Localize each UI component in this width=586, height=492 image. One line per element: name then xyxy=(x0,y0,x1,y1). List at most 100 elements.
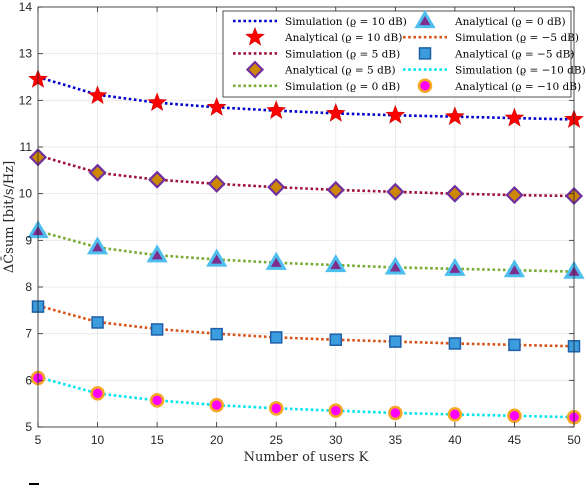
data-point xyxy=(326,180,345,199)
legend-item: Analytical (ϱ = −5 dB) xyxy=(418,47,574,60)
y-tick-label: 14 xyxy=(19,0,33,14)
legend-item: Simulation (ϱ = −10 dB) xyxy=(403,65,586,77)
series-4 xyxy=(37,229,575,273)
series-line xyxy=(37,375,575,419)
series-2 xyxy=(37,154,575,198)
legend-swatch xyxy=(418,47,432,60)
legend-label: Analytical (ϱ = 10 dB) xyxy=(284,32,402,44)
x-tick-label: 45 xyxy=(508,433,522,447)
data-point xyxy=(448,337,462,350)
legend-label: Simulation (ϱ = 0 dB) xyxy=(285,81,400,93)
x-tick-label: 30 xyxy=(329,433,343,447)
data-point xyxy=(87,85,108,105)
legend-label: Simulation (ϱ = 5 dB) xyxy=(285,48,400,60)
legend-label: Analytical (ϱ = 5 dB) xyxy=(284,65,396,77)
data-point xyxy=(503,259,526,278)
series-line xyxy=(37,304,575,348)
legend-label: Analytical (ϱ = −5 dB) xyxy=(454,48,574,60)
data-point xyxy=(209,397,224,413)
data-point xyxy=(385,104,406,124)
legend-item: Analytical (ϱ = 5 dB) xyxy=(245,60,396,79)
legend-item: Simulation (ϱ = 0 dB) xyxy=(233,81,400,93)
series-layer xyxy=(27,68,585,425)
data-point xyxy=(445,106,465,126)
legend: Simulation (ϱ = 10 dB) Analytical (ϱ = 10… xyxy=(222,10,586,98)
legend-label: Analytical (ϱ = 0 dB) xyxy=(454,16,566,28)
data-point xyxy=(269,331,283,344)
data-point xyxy=(90,386,105,401)
data-point xyxy=(267,178,286,197)
data-point xyxy=(86,236,109,255)
series-0 xyxy=(37,75,575,121)
data-point xyxy=(148,170,167,189)
data-point xyxy=(207,174,226,193)
data-point xyxy=(447,407,463,422)
data-point xyxy=(329,333,343,346)
data-point xyxy=(150,323,164,336)
series-line xyxy=(37,75,575,121)
legend-label: Analytical (ϱ = −10 dB) xyxy=(454,81,581,93)
data-point xyxy=(505,186,524,205)
x-axis-label: Number of users K xyxy=(244,450,369,465)
data-point xyxy=(444,257,466,276)
data-point xyxy=(386,182,405,201)
y-axis-label: ΔC̄sum [bit/s/Hz] xyxy=(1,161,17,273)
x-axis-ticks: 5 10 15 20 25 30 35 40 45 50 xyxy=(35,7,581,447)
x-tick-label: 20 xyxy=(210,433,224,447)
data-point xyxy=(508,338,521,352)
y-axis-ticks: 5 6 7 8 9 10 11 12 13 14 xyxy=(19,0,574,434)
data-point xyxy=(268,401,284,416)
y-tick-label: 12 xyxy=(19,93,33,107)
data-point xyxy=(210,327,223,341)
x-tick-label: 10 xyxy=(91,433,105,447)
legend-item: Simulation (ϱ = 10 dB) xyxy=(233,16,407,28)
series-line xyxy=(37,154,575,198)
legend-label: Simulation (ϱ = −10 dB) xyxy=(455,65,586,77)
series-9 xyxy=(30,370,582,425)
legend-item: Analytical (ϱ = 10 dB) xyxy=(245,26,402,46)
data-point xyxy=(389,335,402,348)
data-point xyxy=(325,254,347,273)
series-7 xyxy=(31,300,581,353)
legend-swatch xyxy=(417,78,433,94)
y-tick-label: 11 xyxy=(20,140,33,154)
series-line xyxy=(37,229,575,273)
data-point xyxy=(388,405,403,421)
data-point xyxy=(149,393,165,408)
data-point xyxy=(206,96,227,116)
x-tick-label: 35 xyxy=(389,433,403,447)
x-tick-label: 25 xyxy=(270,433,284,447)
y-tick-label: 7 xyxy=(25,327,32,341)
legend-swatch xyxy=(245,60,265,79)
legend-swatch xyxy=(245,26,265,46)
legend-item: Analytical (ϱ = 0 dB) xyxy=(414,10,566,29)
data-point xyxy=(146,244,168,263)
page-fragment-mark xyxy=(29,483,39,485)
x-tick-label: 50 xyxy=(567,433,581,447)
y-tick-label: 9 xyxy=(25,233,32,247)
x-tick-label: 15 xyxy=(150,433,164,447)
y-tick-label: 8 xyxy=(25,280,32,294)
y-tick-label: 10 xyxy=(19,187,33,201)
legend-swatch xyxy=(414,10,436,29)
data-point xyxy=(507,408,522,424)
data-point xyxy=(91,316,104,329)
data-point xyxy=(384,256,406,275)
y-tick-label: 6 xyxy=(25,373,32,387)
data-point xyxy=(147,92,167,112)
legend-box xyxy=(222,10,572,98)
legend-item: Simulation (ϱ = 5 dB) xyxy=(233,48,400,60)
legend-label: Simulation (ϱ = −5 dB) xyxy=(455,32,579,44)
y-tick-label: 13 xyxy=(19,47,33,61)
y-tick-label: 5 xyxy=(25,420,32,434)
series-6 xyxy=(37,304,575,348)
data-point xyxy=(266,100,287,119)
legend-item: Analytical (ϱ = −10 dB) xyxy=(417,78,581,94)
plot-frame xyxy=(37,6,575,428)
data-point xyxy=(206,248,228,267)
data-point xyxy=(325,103,346,122)
x-tick-label: 5 xyxy=(35,433,42,447)
data-point xyxy=(328,403,344,418)
data-point xyxy=(504,107,525,127)
